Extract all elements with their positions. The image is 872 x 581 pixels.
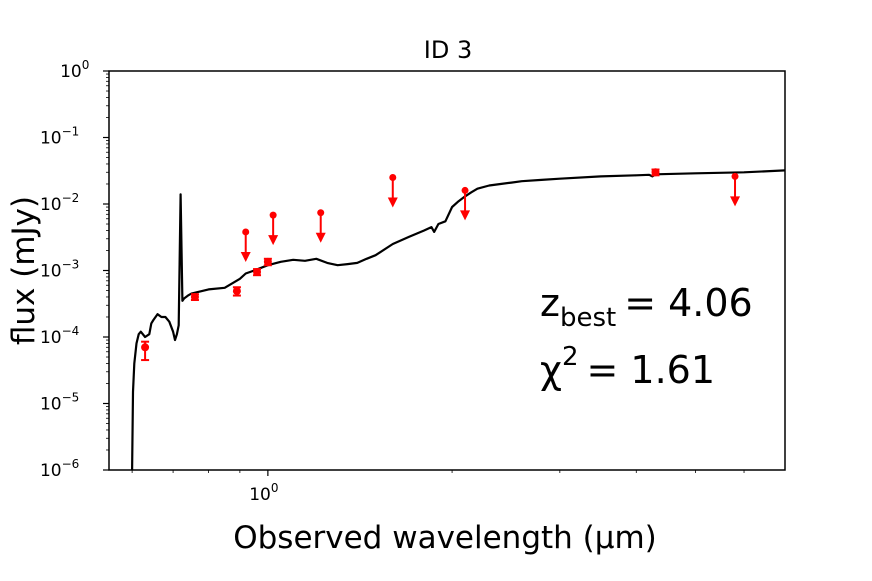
upper-limit-arrow-head (730, 196, 741, 207)
y-tick-label: 10−1 (40, 125, 79, 149)
detection-point (141, 343, 150, 352)
x-tick-label: 100 (249, 481, 278, 505)
upper-limit-arrow-head (240, 251, 251, 262)
detection-point (190, 292, 199, 301)
y-axis-ticks: 100 10−1 10−2 10−3 10−4 10−5 10−6 (40, 58, 109, 481)
detection-point (253, 267, 262, 276)
y-tick-label: 100 (60, 58, 89, 82)
y-axis-label: flux (mJy) (6, 196, 42, 345)
x-axis-ticks: 100 (131, 470, 745, 505)
detection-point (651, 168, 660, 177)
plot-area (131, 168, 785, 470)
fit-annotation: zbest = 4.06 χ2 = 1.61 (540, 281, 753, 392)
y-tick-label: 10−2 (40, 191, 79, 215)
upper-limit-arrow-head (460, 210, 471, 221)
upper-limit-arrow-head (268, 235, 279, 246)
plot-frame (108, 70, 786, 471)
chart-title: ID 3 (424, 36, 472, 64)
model-spectrum-line (131, 169, 785, 470)
upper-limit-arrow-head (387, 197, 398, 208)
y-tick-label: 10−6 (40, 457, 79, 481)
y-tick-label: 10−3 (40, 258, 79, 282)
upper-limit-arrow-head (315, 232, 326, 243)
chi-squared-label: χ2 = 1.61 (540, 342, 715, 392)
z-best-label: zbest = 4.06 (540, 281, 753, 333)
detection-point (232, 287, 241, 296)
detection-point (263, 257, 272, 266)
y-tick-label: 10−4 (40, 324, 79, 348)
x-axis-label: Observed wavelength (µm) (233, 520, 657, 556)
y-tick-label: 10−5 (40, 391, 79, 415)
